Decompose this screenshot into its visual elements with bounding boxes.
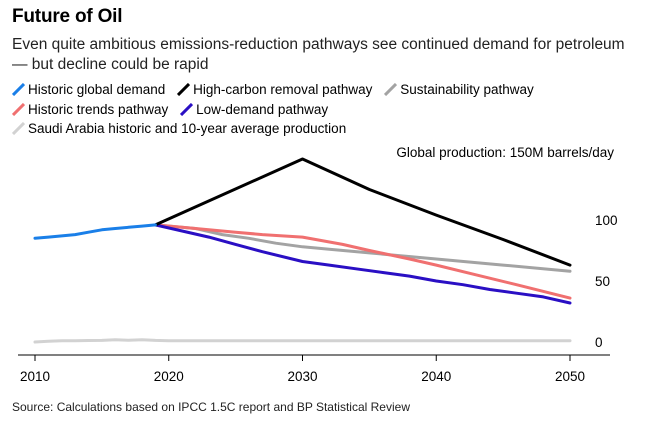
legend-swatch-high-carbon-removal [177, 82, 191, 97]
legend-swatch-icon [11, 102, 26, 116]
x-tick-label: 2050 [555, 369, 585, 384]
chart-subtitle: Even quite ambitious emissions-reduction… [12, 36, 625, 73]
legend-label: Sustainability pathway [400, 82, 534, 97]
line-chart: 2010 2020 2030 2040 2050 0 50 100 Global product… [18, 145, 618, 384]
series-line-historic-trends-pathway [153, 223, 572, 300]
legend-row: Historic trends pathway Low-demand pathw… [11, 100, 632, 120]
y-tick-label: 50 [595, 274, 610, 289]
legend-row: Saudi Arabia historic and 10-year averag… [11, 119, 632, 139]
series-line-historic-global-demand [33, 223, 157, 240]
source-note: Source: Calculations based on IPCC 1.5C … [12, 400, 410, 414]
legend-item-historic-trends: Historic trends pathway [11, 100, 169, 120]
x-tick-label: 2030 [287, 369, 317, 384]
legend-swatch-icon [180, 102, 194, 116]
x-tick-label: 2040 [421, 369, 451, 384]
legend-item-low-demand: Low-demand pathway [180, 100, 328, 120]
series-line-saudi-arabia-historic-and-10-year-average-production [33, 338, 572, 344]
legend-swatch-saudi-arabia [11, 121, 26, 136]
legend-swatch-icon [11, 121, 26, 136]
legend-swatch-low-demand [180, 102, 194, 116]
legend-row: Historic global demand High-carbon remov… [11, 80, 632, 100]
x-tick-label: 2010 [20, 369, 50, 384]
legend-item-historic-global-demand: Historic global demand [11, 80, 166, 100]
legend-label: Low-demand pathway [196, 101, 329, 117]
y-tick-label: 0 [595, 335, 603, 350]
legend-label: Historic trends pathway [28, 101, 169, 117]
legend-swatch-sustainability [384, 82, 398, 97]
legend-label: Saudi Arabia historic and 10-year averag… [28, 121, 347, 136]
series-line-sustainability-pathway [153, 223, 572, 273]
series-line-low-demand-pathway [153, 223, 572, 305]
x-tick-label: 2020 [154, 369, 184, 384]
legend-item-high-carbon-removal: High-carbon removal pathway [177, 80, 372, 100]
y-tick-label: 100 [595, 213, 618, 228]
annotation-global-production: Global production: 150M barrels/day [396, 145, 614, 160]
legend-label: High-carbon removal pathway [193, 82, 373, 97]
legend-swatch-historic-trends [11, 102, 26, 116]
legend-swatch-icon [11, 82, 26, 97]
legend-swatch-icon [177, 82, 191, 97]
legend-label: Historic global demand [28, 82, 166, 97]
legend-swatch-historic-global-demand [11, 82, 26, 97]
chart-title: Future of Oil [12, 6, 123, 27]
legend: Historic global demand High-carbon remov… [11, 80, 632, 139]
series-line-high-carbon-removal-pathway [153, 157, 572, 267]
legend-swatch-icon [384, 82, 398, 97]
legend-item-saudi-arabia: Saudi Arabia historic and 10-year averag… [11, 119, 347, 139]
legend-item-sustainability: Sustainability pathway [384, 80, 534, 100]
